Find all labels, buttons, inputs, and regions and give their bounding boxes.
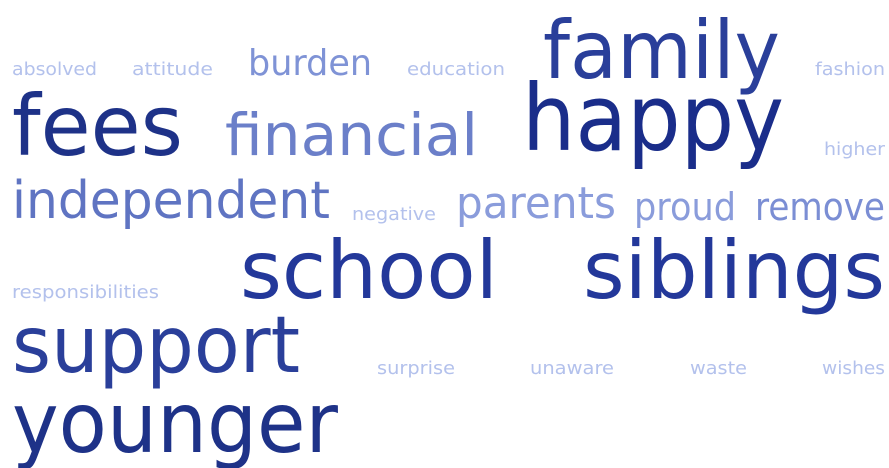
word: siblings: [583, 224, 885, 317]
word: fashion: [815, 59, 885, 80]
word: absolved: [12, 59, 97, 80]
word: negative: [352, 204, 436, 225]
word: education: [407, 59, 505, 80]
word: waste: [690, 358, 747, 379]
word: family: [543, 4, 780, 97]
word: happy: [522, 65, 784, 172]
word: financial: [225, 101, 478, 169]
word: fees: [12, 77, 183, 175]
word: independent: [12, 171, 330, 231]
word: parents: [456, 178, 616, 229]
word: attitude: [132, 59, 213, 80]
word: surprise: [377, 358, 455, 379]
word: unaware: [530, 358, 614, 379]
word: wishes: [822, 358, 885, 379]
word: responsibilities: [12, 282, 159, 303]
word: school: [240, 224, 498, 317]
word: burden: [248, 43, 372, 84]
word: support: [12, 301, 300, 391]
word: remove: [755, 185, 885, 229]
word: younger: [12, 374, 338, 468]
word: proud: [634, 185, 736, 229]
word: higher: [824, 139, 886, 160]
